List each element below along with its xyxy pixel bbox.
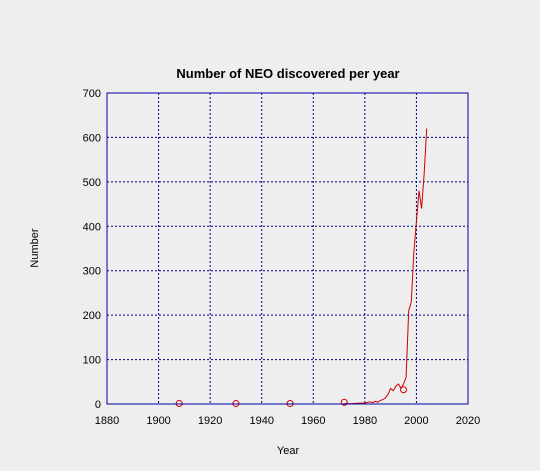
y-tick-label: 0 — [95, 399, 101, 411]
y-tick-label: 600 — [83, 132, 101, 144]
series-line — [344, 128, 428, 405]
x-tick-label: 2000 — [404, 415, 428, 427]
x-tick-labels: 1880 1900 1920 1940 1960 1980 2000 2020 — [95, 415, 480, 427]
x-axis-label: Year — [277, 445, 300, 457]
data-point-marker — [400, 386, 408, 394]
y-tick-label: 500 — [83, 177, 101, 189]
y-tick-label: 400 — [83, 221, 101, 233]
grid — [107, 93, 468, 404]
plot-frame — [106, 92, 469, 405]
x-tick-label: 2020 — [456, 415, 480, 427]
data-point-marker — [340, 398, 348, 406]
chart-title: Number of NEO discovered per year — [176, 66, 399, 81]
y-tick-labels: 0 100 200 300 400 500 600 700 — [83, 88, 101, 411]
x-tick-label: 1940 — [249, 415, 273, 427]
x-tick-label: 1920 — [198, 415, 222, 427]
x-tick-label: 1980 — [353, 415, 377, 427]
y-tick-label: 100 — [83, 355, 101, 367]
x-tick-label: 1960 — [301, 415, 325, 427]
x-tick-label: 1900 — [146, 415, 170, 427]
y-tick-label: 300 — [83, 266, 101, 278]
x-tick-label: 1880 — [95, 415, 119, 427]
y-axis-label: Number — [29, 228, 41, 267]
y-tick-label: 200 — [83, 310, 101, 322]
series-layer — [175, 128, 428, 408]
y-tick-label: 700 — [83, 88, 101, 100]
